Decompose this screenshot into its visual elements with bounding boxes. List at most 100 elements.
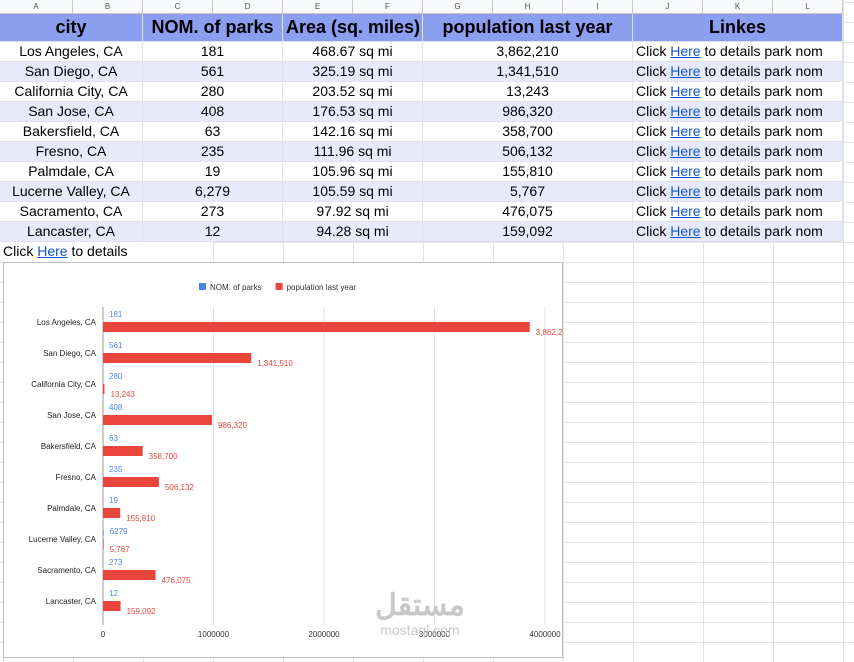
link-text: to details park nom: [704, 63, 823, 79]
table-cell: 408: [143, 102, 283, 122]
table-cell: 97.92 sq mi: [283, 202, 423, 222]
link-text: Click: [636, 123, 667, 139]
table-cell: 203.52 sq mi: [283, 82, 423, 102]
link[interactable]: Here: [670, 123, 701, 139]
link-text: to details park nom: [704, 203, 823, 219]
category-label: Los Angeles, CA: [37, 318, 97, 327]
table-cell: 1,341,510: [423, 62, 633, 82]
table-cell: Sacramento, CA: [0, 202, 143, 222]
column-header: F: [353, 0, 423, 14]
x-tick-label: 3000000: [419, 630, 451, 639]
link[interactable]: Here: [670, 63, 701, 79]
category-label: Lancaster, CA: [46, 597, 97, 606]
table-cell: Bakersfield, CA: [0, 122, 143, 142]
watermark: مستقل mostaql.com: [375, 589, 465, 639]
table-cell: Lucerne Valley, CA: [0, 182, 143, 202]
table-cell: San Jose, CA: [0, 102, 143, 122]
data-label: 408: [109, 403, 123, 412]
x-tick-label: 1000000: [198, 630, 230, 639]
table-cell: San Diego, CA: [0, 62, 143, 82]
category-label: Fresno, CA: [56, 473, 97, 482]
link-text: Click: [3, 243, 34, 259]
category-label: Palmdale, CA: [47, 504, 97, 513]
link-text: Click: [636, 203, 667, 219]
link[interactable]: Here: [37, 243, 68, 259]
link-text: Click: [636, 223, 667, 239]
column-header: H: [493, 0, 563, 14]
bar: [103, 322, 530, 332]
category-label: California City, CA: [31, 380, 96, 389]
table-cell: 19: [143, 162, 283, 182]
link[interactable]: Here: [670, 43, 701, 59]
table-cell: 155,810: [423, 162, 633, 182]
link-text: to details: [71, 243, 128, 259]
link[interactable]: Here: [670, 103, 701, 119]
watermark-latin: mostaql.com: [380, 622, 460, 638]
data-label: 12: [109, 589, 118, 598]
column-header: J: [633, 0, 703, 14]
data-label: 280: [109, 372, 123, 381]
table-cell: 280: [143, 82, 283, 102]
category-label: San Jose, CA: [47, 411, 97, 420]
x-tick-label: 4000000: [529, 630, 561, 639]
legend-swatch: [199, 283, 206, 290]
legend-swatch: [275, 283, 283, 290]
link-cell: Click Here to details park nom: [633, 62, 843, 82]
link[interactable]: Here: [670, 183, 701, 199]
legend-label: NOM. of parks: [210, 283, 262, 292]
table-cell: 105.59 sq mi: [283, 182, 423, 202]
bar: [103, 570, 156, 580]
table-cell: 235: [143, 142, 283, 162]
header-cell: Linkes: [633, 14, 843, 42]
data-label: 3,862,210: [536, 328, 563, 337]
link-cell: Click Here to details park nom: [633, 122, 843, 142]
link-text: Click: [636, 103, 667, 119]
link[interactable]: Here: [670, 223, 701, 239]
bar: [103, 446, 143, 456]
table-cell: 273: [143, 202, 283, 222]
data-label: 986,320: [218, 421, 247, 430]
bar: [103, 530, 104, 535]
table-cell: 111.96 sq mi: [283, 142, 423, 162]
link-text: Click: [636, 183, 667, 199]
table-cell: 94.28 sq mi: [283, 222, 423, 242]
link-cell: Click Here to details park nom: [633, 102, 843, 122]
header-cell: city: [0, 14, 143, 42]
link-cell: Click Here to details park nom: [633, 82, 843, 102]
data-label: 235: [109, 465, 123, 474]
link[interactable]: Here: [670, 143, 701, 159]
table-cell: 12: [143, 222, 283, 242]
table-cell: Lancaster, CA: [0, 222, 143, 242]
link-cell: Click Here to details park nom: [633, 202, 843, 222]
link[interactable]: Here: [670, 163, 701, 179]
column-header: A: [0, 0, 73, 14]
category-label: Lucerne Valley, CA: [29, 535, 97, 544]
data-label: 19: [109, 496, 118, 505]
data-label: 476,075: [162, 576, 191, 585]
table-cell: 181: [143, 42, 283, 62]
watermark-arabic: مستقل: [375, 589, 465, 622]
data-label: 506,132: [165, 483, 194, 492]
link[interactable]: Here: [670, 83, 701, 99]
table-cell: 159,092: [423, 222, 633, 242]
legend-label: population last year: [287, 283, 357, 292]
column-header: C: [143, 0, 213, 14]
table-cell: Los Angeles, CA: [0, 42, 143, 62]
bar: [103, 353, 252, 363]
column-header: E: [283, 0, 353, 14]
link-text: to details park nom: [704, 163, 823, 179]
link[interactable]: Here: [670, 203, 701, 219]
table-cell: 506,132: [423, 142, 633, 162]
data-label: 5,767: [110, 545, 131, 554]
data-label: 13,243: [110, 390, 135, 399]
data-label: 63: [109, 434, 118, 443]
table-cell: 3,862,210: [423, 42, 633, 62]
table-cell: Fresno, CA: [0, 142, 143, 162]
bar: [103, 384, 105, 394]
data-label: 1,341,510: [257, 359, 293, 368]
table-cell: 142.16 sq mi: [283, 122, 423, 142]
column-header: L: [773, 0, 843, 14]
link-text: Click: [636, 83, 667, 99]
header-cell: NOM. of parks: [143, 14, 283, 42]
column-header: B: [73, 0, 143, 14]
